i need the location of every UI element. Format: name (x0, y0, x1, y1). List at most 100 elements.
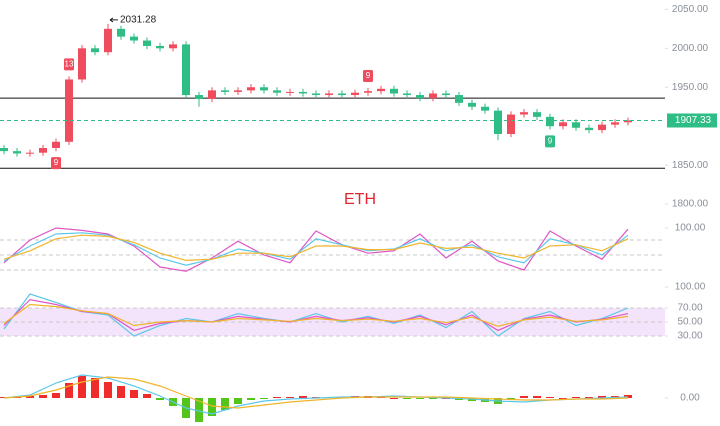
candle-body (104, 28, 112, 53)
indicator-line (3, 227, 629, 272)
candle-body (507, 114, 515, 134)
histogram-bar (286, 397, 294, 398)
candle-body (338, 93, 346, 96)
candle-body (156, 45, 164, 49)
candle-body (325, 93, 333, 96)
candle-body (273, 90, 281, 93)
y-tick-label: 1950.00 (672, 82, 709, 93)
histogram-bar (585, 397, 593, 398)
candle-body (169, 44, 177, 49)
indicator-line (3, 293, 629, 337)
histogram-bar (52, 393, 60, 398)
candle-body (481, 106, 489, 111)
candle-body (494, 110, 502, 134)
candle-body (390, 88, 398, 94)
histogram-bar (520, 396, 528, 398)
candle-body (520, 112, 528, 115)
marker-badge (363, 70, 373, 83)
histogram-bar (546, 397, 554, 398)
histogram-bar (299, 396, 307, 398)
marker-badge (51, 157, 61, 170)
histogram-bar (559, 398, 567, 399)
histogram-bar (104, 382, 112, 398)
candle-body (585, 127, 593, 131)
histogram-bar (208, 398, 216, 416)
candle-body (377, 88, 385, 92)
histogram-bar (260, 398, 268, 399)
marker-badge (545, 135, 555, 148)
indicator-line (3, 376, 629, 409)
y-tick-label: 30.00 (677, 331, 702, 342)
histogram-bar (390, 398, 398, 399)
y-tick-label: 1850.00 (672, 160, 709, 171)
histogram-bar (143, 394, 151, 398)
histogram-bar (78, 376, 86, 398)
high-arrow (109, 17, 118, 23)
y-tick-label: 100.00 (675, 223, 706, 234)
last-price-label: 1907.33 (675, 115, 712, 126)
histogram-bar (26, 396, 34, 398)
high-label: 2031.28 (120, 15, 157, 26)
candle-body (624, 120, 632, 123)
candle-body (143, 40, 151, 46)
candle-body (611, 122, 619, 125)
histogram-bar (624, 395, 632, 398)
y-tick-label: 0.00 (680, 393, 700, 404)
candle-body (286, 91, 294, 93)
histogram-bar (156, 398, 164, 400)
marker-label: 9 (548, 136, 553, 145)
candle-body (195, 95, 203, 99)
marker-label: 9 (366, 71, 371, 80)
candle-body (442, 93, 450, 96)
histogram-bar (247, 398, 255, 400)
histogram-bar (416, 398, 424, 399)
candle-body (117, 28, 125, 37)
histogram-bar (429, 398, 437, 399)
candle-body (468, 102, 476, 107)
candle-body (455, 95, 463, 103)
candle-body (299, 91, 307, 94)
histogram-bar (65, 383, 73, 398)
y-tick-label: 2000.00 (672, 43, 709, 54)
candle-body (208, 90, 216, 99)
histogram-bar (234, 398, 242, 404)
candle-body (533, 112, 541, 117)
histogram-bar (403, 398, 411, 399)
candle-body (39, 148, 47, 153)
candle-body (312, 93, 320, 96)
candle-body (403, 93, 411, 96)
y-tick-label: 1800.00 (672, 199, 709, 210)
candle-body (546, 116, 554, 127)
candle-body (78, 48, 86, 80)
candle-body (182, 44, 190, 96)
candle-body (598, 124, 606, 131)
candle-body (65, 79, 73, 142)
indicator-line (3, 303, 629, 327)
y-tick-label: 2050.00 (672, 4, 709, 15)
candle-body (26, 152, 34, 154)
indicator-line (3, 234, 629, 262)
histogram-bar (195, 398, 203, 422)
histogram-bar (91, 378, 99, 398)
candle-body (130, 36, 138, 41)
candle-body (221, 90, 229, 92)
marker-label: 13 (65, 59, 74, 68)
candle-body (364, 91, 372, 93)
histogram-bar (572, 397, 580, 398)
candle-body (572, 122, 580, 128)
last-price-box (667, 113, 717, 128)
histogram-bar (598, 396, 606, 398)
candle-body (13, 151, 21, 154)
marker-badge (64, 58, 74, 71)
histogram-bar (39, 395, 47, 398)
y-tick-label: 70.00 (677, 303, 702, 314)
y-tick-label: 100.00 (675, 282, 706, 293)
histogram-bar (273, 397, 281, 398)
marker-label: 9 (54, 158, 59, 167)
histogram-bar (221, 398, 229, 410)
candle-body (234, 90, 242, 92)
y-tick-label: 50.00 (677, 317, 702, 328)
candle-body (416, 95, 424, 99)
histogram-bar (117, 386, 125, 398)
